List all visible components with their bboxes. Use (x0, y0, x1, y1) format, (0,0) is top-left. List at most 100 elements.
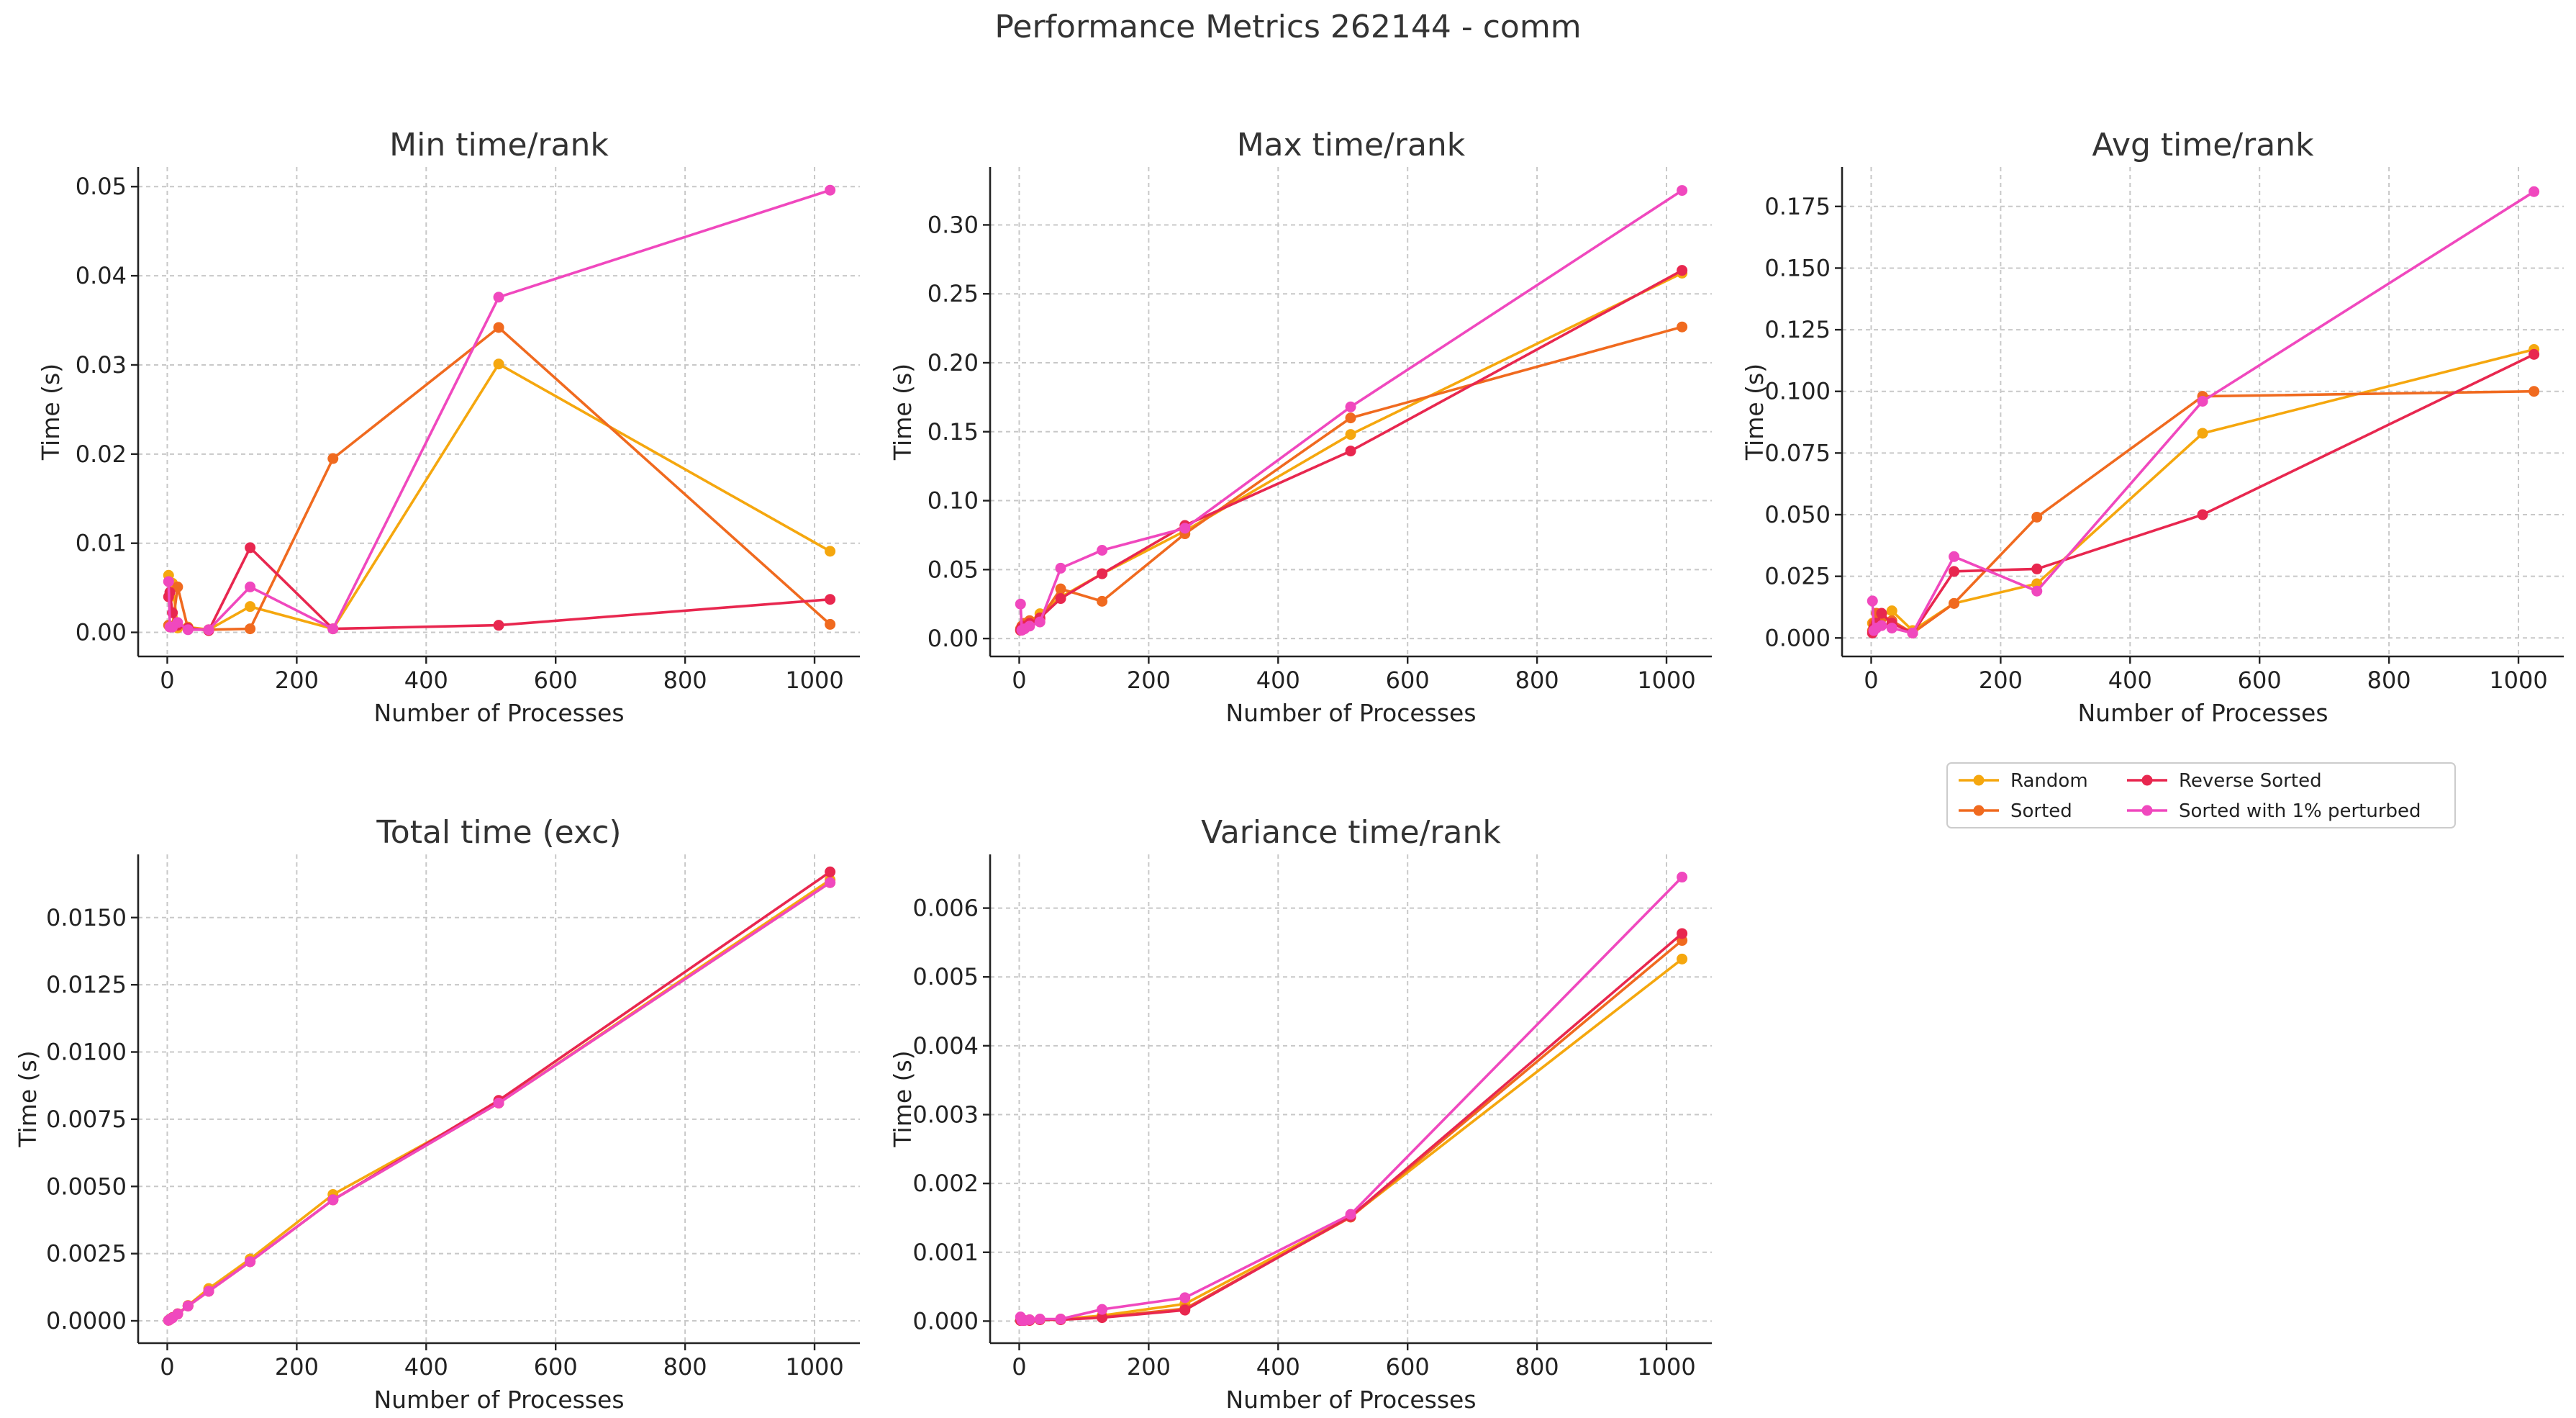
y-tick-label: 0.00 (76, 619, 127, 646)
data-point (172, 617, 183, 628)
x-tick-label: 200 (1127, 1353, 1171, 1381)
series-line (167, 546, 830, 632)
panel-variance: 0 200 400 600 800 1000 0.000 0.001 0.002 0.003 0.0… (889, 814, 1712, 1414)
x-tick-label: 0 (160, 667, 174, 694)
data-point (2031, 511, 2043, 523)
data-point (2197, 395, 2208, 407)
data-point (1097, 568, 1108, 579)
data-point (1345, 1209, 1356, 1220)
data-point (2031, 563, 2043, 574)
data-point (2197, 428, 2208, 439)
series-sorted (1015, 321, 1688, 635)
data-point (1179, 1304, 1191, 1316)
y-axis-label: Time (s) (14, 1050, 42, 1147)
data-point (1097, 545, 1108, 556)
y-tick-label: 0.05 (76, 173, 127, 200)
y-tick-label: 0.0150 (46, 904, 127, 931)
data-point (1886, 623, 1897, 634)
data-point (1907, 627, 1918, 638)
series-sorted-with-1-perturbed (1015, 872, 1688, 1326)
data-point (493, 620, 504, 631)
x-tick-label: 1000 (785, 667, 843, 694)
data-point (327, 623, 339, 635)
x-tick-label: 800 (1515, 1353, 1559, 1381)
series-line (1019, 325, 1683, 630)
x-tick-label: 600 (534, 1353, 578, 1381)
x-tick-label: 400 (1256, 1353, 1300, 1381)
data-point (825, 866, 836, 877)
x-tick-label: 200 (1979, 667, 2023, 694)
x-tick-label: 200 (275, 667, 319, 694)
panel-min: 0 200 400 600 800 1000 0.00 0.01 0.02 0.03 0.04 0.0… (37, 127, 860, 727)
data-point (825, 877, 836, 888)
x-axis-label: Number of Processes (373, 699, 624, 727)
x-tick-label: 200 (1127, 667, 1171, 694)
series-reverse-sorted (1015, 928, 1688, 1326)
series-line (1020, 932, 1683, 1322)
data-point (1867, 595, 1878, 607)
legend-marker (1973, 805, 1985, 816)
legend-box (1946, 762, 2456, 828)
y-tick-label: 0.025 (1764, 563, 1831, 590)
x-tick-label: 600 (2238, 667, 2282, 694)
series-sorted-with-1-perturbed (163, 184, 836, 636)
legend: Random Sorted Reverse Sorted Sorted with 1%… (1946, 762, 2456, 828)
y-tick-label: 0.004 (912, 1032, 979, 1060)
data-point (182, 624, 194, 636)
y-tick-label: 0.02 (76, 441, 127, 468)
panel-title: Total time (exc) (376, 814, 621, 851)
series-line (1019, 876, 1683, 1322)
data-point (493, 1097, 504, 1108)
data-point (1097, 1304, 1108, 1315)
legend-entry: Reverse Sorted (2127, 770, 2322, 792)
x-axis-label: Number of Processes (1225, 1386, 1476, 1414)
figure-title: Performance Metrics 262144 - comm (994, 9, 1581, 45)
y-tick-label: 0.00 (928, 625, 979, 652)
x-tick-label: 400 (404, 667, 448, 694)
data-point (1677, 321, 1688, 333)
legend-entry: Sorted with 1% perturbed (2127, 800, 2421, 822)
series-sorted-with-1-perturbed (1867, 186, 2540, 638)
data-point (1024, 1314, 1035, 1325)
y-tick-label: 0.000 (1764, 624, 1831, 651)
data-point (203, 624, 214, 636)
y-tick-label: 0.075 (1764, 439, 1831, 466)
data-point (1949, 597, 1960, 609)
y-tick-label: 0.006 (912, 895, 979, 922)
panel-title: Variance time/rank (1201, 814, 1501, 851)
data-point (825, 594, 836, 605)
data-point (1876, 608, 1887, 619)
data-point (1345, 412, 1356, 424)
panels: 0 200 400 600 800 1000 0.00 0.01 0.02 0.03 0.04 0.0… (14, 127, 2564, 1414)
y-tick-label: 0.050 (1764, 501, 1831, 528)
x-axis-label: Number of Processes (2077, 699, 2328, 727)
series-sorted-with-1-perturbed (163, 877, 836, 1326)
y-tick-label: 0.150 (1764, 254, 1831, 281)
y-tick-label: 0.25 (928, 280, 979, 307)
data-point (1345, 446, 1356, 457)
y-axis-label: Time (s) (1741, 363, 1769, 461)
y-axis-label: Time (s) (37, 363, 65, 461)
data-point (825, 618, 836, 630)
series-line (1871, 190, 2535, 635)
data-point (1876, 620, 1887, 631)
y-tick-label: 0.05 (928, 556, 979, 583)
data-point (1949, 566, 1960, 577)
legend-label: Reverse Sorted (2179, 770, 2322, 792)
x-tick-label: 600 (1386, 667, 1430, 694)
series-line (1020, 957, 1683, 1322)
data-point (1949, 551, 1960, 562)
data-point (1055, 562, 1066, 574)
y-tick-label: 0.175 (1764, 193, 1831, 220)
data-point (2529, 386, 2540, 397)
data-point (493, 292, 504, 303)
y-tick-label: 0.20 (928, 349, 979, 376)
data-point (1345, 429, 1356, 441)
y-axis-label: Time (s) (889, 363, 917, 461)
x-tick-label: 0 (1012, 667, 1026, 694)
series-reverse-sorted (163, 866, 836, 1326)
y-tick-label: 0.005 (912, 963, 979, 990)
data-point (1015, 598, 1026, 610)
data-point (1677, 953, 1688, 965)
